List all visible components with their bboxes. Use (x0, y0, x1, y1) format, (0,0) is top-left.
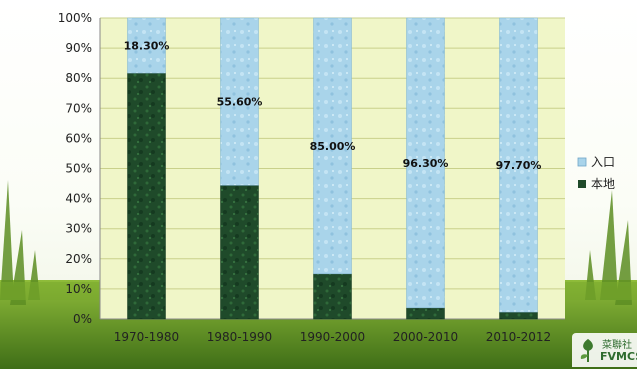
x-tick-label: 1980-1990 (207, 330, 272, 344)
bar-import (127, 17, 166, 74)
data-label: 18.30% (124, 40, 170, 53)
bar-import (406, 17, 445, 309)
y-tick-label: 80% (65, 71, 92, 85)
bar-local (406, 307, 445, 320)
logo-english-text: FVMCS (600, 350, 637, 363)
x-axis: 1970-1980 1980-1990 1990-2000 2000-2010 2010… (114, 330, 551, 344)
bars: 18.30% 55.60% 85.00% 96.30% 97.70% (124, 17, 542, 320)
x-tick-label: 1970-1980 (114, 330, 179, 344)
data-label: 85.00% (310, 140, 356, 153)
y-axis: 0% 10% 20% 30% 40% 50% 60% 70% 80% 90% 100% (58, 11, 565, 326)
bar-local (499, 311, 538, 320)
logo-chinese-text: 菜聯社 (602, 340, 632, 351)
legend-swatch-local (578, 180, 586, 188)
data-label: 96.30% (403, 157, 449, 170)
y-tick-label: 100% (58, 11, 92, 25)
y-tick-label: 30% (65, 222, 92, 236)
bar-local (220, 185, 259, 320)
data-label: 55.60% (217, 96, 263, 109)
bar-import (499, 17, 538, 313)
y-tick-label: 0% (73, 312, 92, 326)
y-tick-label: 90% (65, 41, 92, 55)
y-tick-label: 10% (65, 282, 92, 296)
bar-import (313, 17, 352, 275)
x-tick-label: 2010-2012 (486, 330, 551, 344)
fvmcs-logo: 菜聯社 FVMCS (572, 333, 637, 367)
bar-local (127, 72, 166, 320)
y-tick-label: 40% (65, 192, 92, 206)
y-tick-label: 50% (65, 162, 92, 176)
data-label: 97.70% (496, 159, 542, 172)
bar-local (313, 273, 352, 320)
leaf-logo-icon (580, 339, 593, 362)
y-tick-label: 20% (65, 252, 92, 266)
y-tick-label: 60% (65, 131, 92, 145)
y-tick-label: 70% (65, 101, 92, 115)
x-tick-label: 2000-2010 (393, 330, 458, 344)
bar-import (220, 17, 259, 186)
legend-label-import: 入口 (591, 155, 615, 169)
legend-label-local: 本地 (591, 177, 615, 191)
legend-swatch-import (577, 157, 587, 167)
x-tick-label: 1990-2000 (300, 330, 365, 344)
